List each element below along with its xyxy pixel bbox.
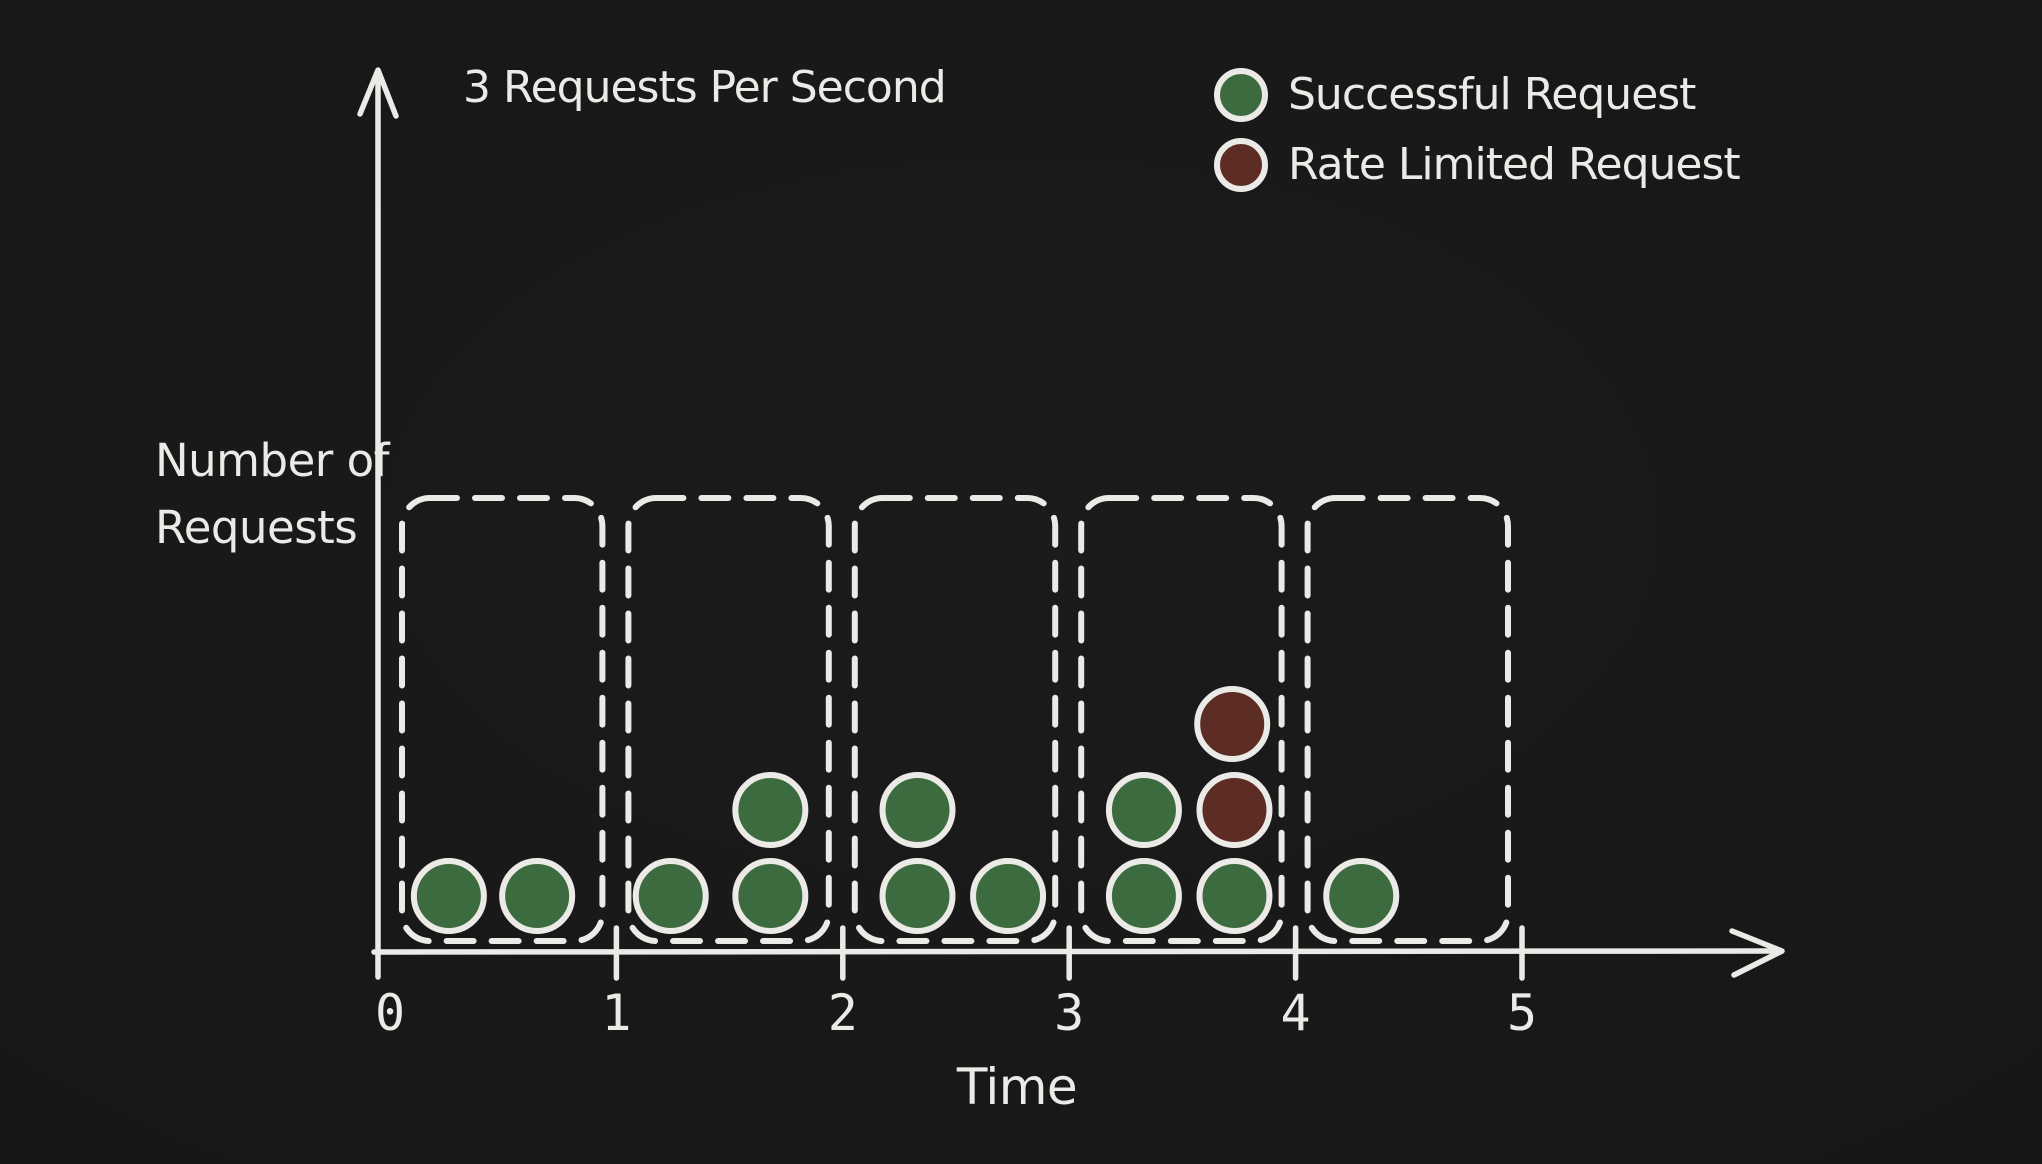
y-axis-arrowhead-icon — [357, 67, 399, 119]
x-axis — [371, 948, 1777, 955]
request-dot-success — [499, 858, 576, 934]
rate-window-box — [1304, 495, 1511, 944]
request-dot-success — [732, 772, 809, 848]
legend-item: Rate Limited Request — [1214, 138, 1741, 192]
rate-limited-dot-icon — [1214, 138, 1268, 192]
x-tick-label: 4 — [1281, 984, 1311, 1042]
legend-label: Successful Request — [1288, 69, 1696, 120]
request-dot-success — [879, 772, 956, 848]
x-axis-label: Time — [956, 1058, 1078, 1116]
request-dot-success — [732, 858, 809, 934]
x-tick-label: 1 — [601, 984, 631, 1042]
request-dot-rate-limited — [1194, 686, 1271, 762]
legend: Successful Request Rate Limited Request — [1214, 68, 1741, 192]
request-dot-success — [410, 858, 487, 934]
rate-window-box — [1078, 495, 1285, 944]
legend-label: Rate Limited Request — [1288, 139, 1741, 190]
request-dot-success — [1105, 772, 1182, 848]
success-dot-icon — [1214, 68, 1268, 122]
rate-window-box — [625, 495, 832, 944]
y-axis-label: Number of Requests — [155, 427, 389, 561]
request-dot-rate-limited — [1196, 772, 1273, 848]
request-dot-success — [1105, 858, 1182, 934]
request-dot-success — [1323, 858, 1400, 934]
request-dot-success — [1196, 858, 1273, 934]
y-axis-label-line2: Requests — [155, 501, 358, 554]
legend-item: Successful Request — [1214, 68, 1740, 122]
chart-title: 3 Requests Per Second — [463, 62, 947, 113]
x-tick-label: 5 — [1507, 984, 1537, 1042]
x-tick-label: 0 — [375, 984, 405, 1042]
x-axis-arrowhead-icon — [1729, 928, 1785, 978]
x-tick-label: 2 — [828, 984, 858, 1042]
request-dot-success — [879, 858, 956, 934]
request-dot-success — [970, 858, 1047, 934]
y-axis-label-line1: Number of — [155, 434, 389, 487]
request-dot-success — [632, 858, 709, 934]
x-tick-label: 3 — [1054, 984, 1084, 1042]
rate-window-box — [851, 495, 1059, 944]
rate-window-box — [399, 495, 606, 944]
